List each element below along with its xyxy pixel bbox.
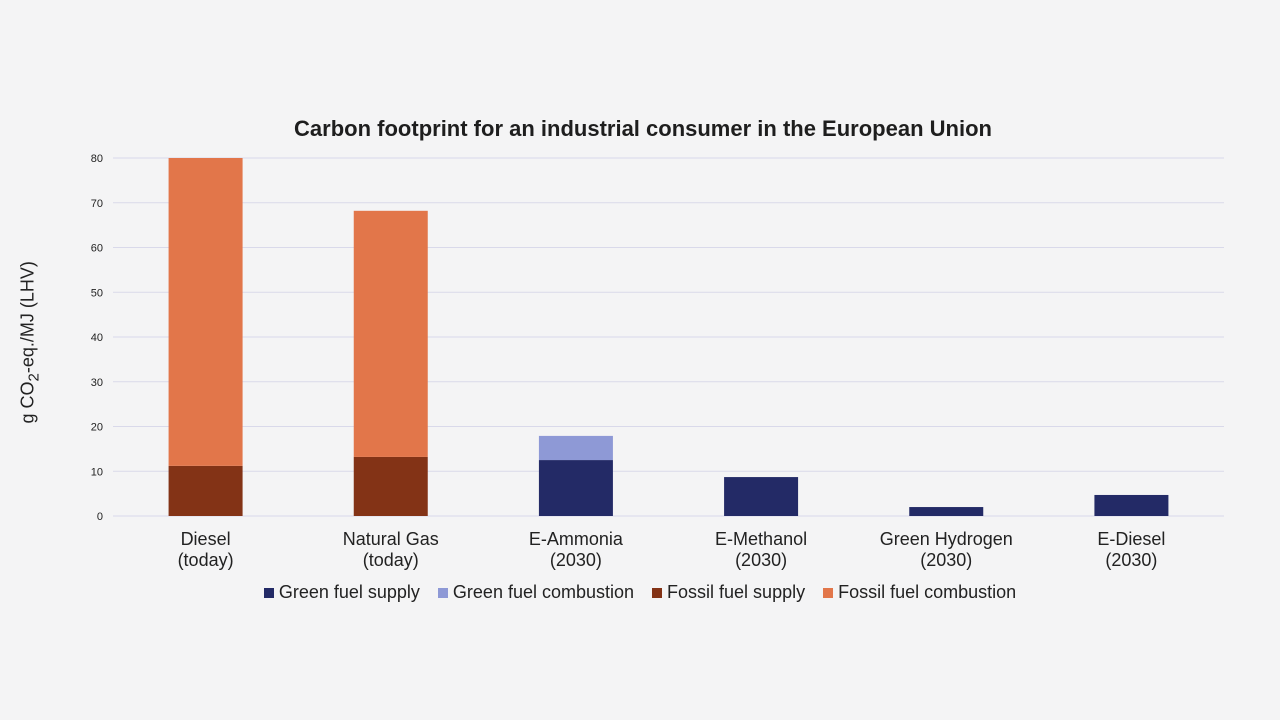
legend-label: Green fuel supply [278, 582, 420, 602]
y-tick-label: 40 [91, 332, 103, 344]
legend-swatch [263, 587, 274, 598]
x-tick-label: Natural Gas [343, 529, 439, 549]
x-tick-label: (2030) [1105, 550, 1157, 570]
y-tick-label: 10 [91, 466, 103, 478]
y-tick-label: 80 [91, 153, 103, 165]
chart-title: Carbon footprint for an industrial consu… [294, 116, 992, 141]
legend-label: Fossil fuel supply [667, 582, 806, 602]
legend: Green fuel supply Green fuel combustion Fo… [0, 582, 1280, 603]
x-tick-label: (today) [178, 550, 234, 570]
x-tick-label: E-Methanol [715, 529, 807, 549]
x-tick-label: E-Ammonia [529, 529, 624, 549]
x-tick-label: (2030) [735, 550, 787, 570]
y-tick-label: 0 [97, 511, 103, 523]
bar-segment [353, 210, 428, 457]
bar-segment [538, 460, 613, 516]
x-tick-label: (today) [363, 550, 419, 570]
y-tick-label: 20 [91, 422, 103, 434]
legend-swatch [437, 587, 448, 598]
x-tick-label: (2030) [920, 550, 972, 570]
legend-item: Green fuel supply [263, 582, 420, 603]
legend-item: Green fuel combustion [437, 582, 635, 603]
bar-segment [168, 465, 243, 516]
y-tick-label: 60 [91, 243, 103, 255]
y-tick-label: 30 [91, 377, 103, 389]
legend-label: Fossil fuel combustion [838, 582, 1017, 602]
y-tick-label: 70 [91, 198, 103, 210]
legend-label: Green fuel combustion [452, 582, 635, 602]
legend-item: Fossil fuel supply [652, 582, 805, 603]
y-tick-label: 50 [91, 287, 103, 299]
bar-segment [909, 507, 984, 516]
legend-swatch [823, 587, 834, 598]
x-tick-label: Green Hydrogen [880, 529, 1013, 549]
bar-segment [724, 477, 799, 516]
bar-segment [538, 435, 613, 461]
x-tick-label: Diesel [181, 529, 231, 549]
legend-item: Fossil fuel combustion [823, 582, 1016, 603]
x-tick-label: (2030) [550, 550, 602, 570]
x-tick-label: E-Diesel [1097, 529, 1165, 549]
bar-segment [1094, 494, 1169, 516]
bar-segment [353, 456, 428, 516]
bar-segment [168, 158, 243, 466]
legend-swatch [652, 587, 663, 598]
